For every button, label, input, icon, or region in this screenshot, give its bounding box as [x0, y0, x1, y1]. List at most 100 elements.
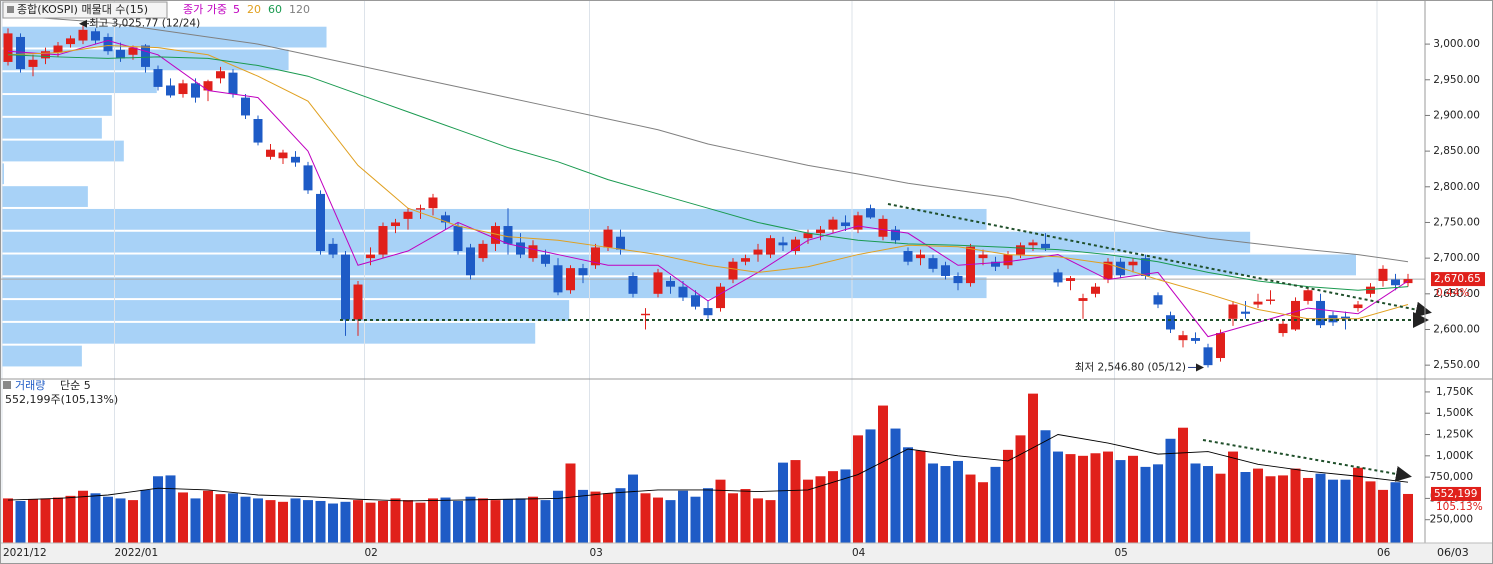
- volume-bar: [1015, 435, 1026, 543]
- volume-bar: [340, 501, 351, 543]
- candle-body: [1341, 316, 1350, 319]
- volume-profile-bar: [2, 322, 536, 344]
- volume-bar: [1090, 453, 1101, 543]
- candle-body: [116, 49, 125, 59]
- volume-title: 거래량: [15, 379, 45, 392]
- candle-body: [353, 284, 363, 320]
- candle-body: [191, 83, 200, 98]
- candle-body: [828, 219, 838, 230]
- candle-body: [741, 258, 750, 262]
- volume-bar: [853, 435, 863, 543]
- volume-profile-bar: [2, 163, 4, 185]
- volume-bar: [778, 462, 788, 543]
- volume-bar: [478, 498, 488, 543]
- volume-bar: [990, 466, 1001, 543]
- volume-bar: [628, 474, 638, 543]
- volume-bar: [28, 499, 38, 543]
- volume-bar: [278, 501, 288, 543]
- candle-body: [53, 45, 63, 53]
- volume-bar: [1040, 430, 1051, 543]
- volume-bar: [865, 429, 876, 543]
- candle-body: [1153, 295, 1163, 305]
- candle-body: [141, 45, 150, 67]
- candle-body: [891, 229, 900, 241]
- volume-bar: [615, 488, 626, 543]
- candle-body: [41, 51, 50, 59]
- volume-bar: [553, 490, 563, 543]
- last-volume-box: [1431, 486, 1481, 501]
- candle-body: [66, 38, 75, 45]
- y-tick-label: 750,000: [1430, 471, 1473, 483]
- volume-ma-label: 단순 5: [60, 379, 91, 392]
- candle-body: [1028, 242, 1038, 246]
- candle-body: [166, 85, 175, 96]
- volume-bar: [153, 476, 163, 543]
- x-tick-label: 03: [590, 547, 603, 559]
- legend-entry: 120: [289, 3, 310, 16]
- candle-body: [578, 268, 588, 276]
- volume-bar: [978, 482, 988, 543]
- candle-body: [753, 249, 763, 255]
- volume-bar: [515, 498, 526, 543]
- candle-body: [403, 211, 413, 219]
- volume-bar: [315, 500, 326, 543]
- volume-bar: [203, 490, 213, 543]
- change-label: 0.44%: [1436, 287, 1469, 299]
- volume-bar: [353, 500, 363, 543]
- high-annotation: 최고 3,025.77 (12/24): [89, 18, 200, 30]
- candle-body: [128, 47, 138, 55]
- volume-bar: [1128, 455, 1138, 543]
- candle-body: [903, 251, 913, 262]
- candle-body: [1066, 278, 1075, 281]
- volume-bar: [228, 493, 238, 543]
- volume-bar: [265, 500, 276, 543]
- volume-bar: [65, 495, 76, 543]
- candle-body: [228, 72, 238, 95]
- candle-body: [478, 243, 488, 259]
- y-tick-label: 2,550.00: [1433, 359, 1480, 371]
- x-tick-label: 04: [852, 547, 866, 559]
- volume-profile-bar: [2, 254, 1356, 276]
- candle-body: [316, 193, 325, 252]
- volume-bar: [690, 496, 701, 543]
- volume-ratio-label: 105.13%: [1436, 501, 1483, 513]
- volume-profile-bar: [2, 345, 82, 367]
- candle-body: [628, 275, 638, 294]
- candle-body: [453, 226, 463, 252]
- legend-entry: 5: [233, 3, 240, 16]
- volume-bar: [590, 491, 601, 543]
- candle-body: [1003, 254, 1013, 266]
- volume-bar: [1003, 449, 1013, 543]
- volume-bar: [90, 493, 101, 543]
- volume-bar: [1328, 479, 1338, 543]
- volume-bar: [465, 496, 476, 543]
- candle-body: [216, 71, 225, 79]
- volume-bar: [703, 488, 713, 543]
- y-tick-label: 2,750.00: [1433, 216, 1480, 228]
- candle-body: [466, 247, 475, 276]
- candle-body: [1303, 290, 1313, 301]
- volume-bar: [528, 496, 538, 543]
- volume-bar: [165, 475, 176, 543]
- volume-bar: [1228, 451, 1238, 543]
- candle-body: [1141, 258, 1150, 276]
- volume-bar: [740, 489, 751, 543]
- candle-body: [766, 238, 775, 255]
- ma-label: 종가 가중: [183, 3, 227, 16]
- candle-body: [928, 258, 938, 269]
- candle-body: [816, 229, 825, 234]
- ma-line: [7, 45, 1409, 320]
- volume-bar: [290, 498, 301, 543]
- y-tick-label: 2,700.00: [1433, 252, 1480, 264]
- candle-body: [1353, 304, 1363, 309]
- candle-body: [303, 165, 313, 191]
- volume-bar: [365, 502, 376, 543]
- candle-body: [841, 222, 850, 227]
- volume-ma-line: [7, 434, 1409, 502]
- volume-bar: [1215, 473, 1226, 543]
- volume-bar: [915, 450, 926, 543]
- volume-bar: [178, 492, 188, 543]
- candle-body: [616, 236, 625, 250]
- volume-bar: [128, 500, 138, 543]
